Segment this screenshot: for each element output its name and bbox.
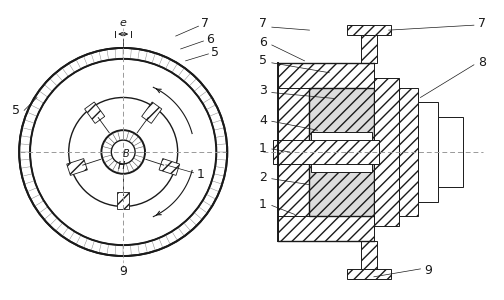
Wedge shape	[19, 48, 227, 256]
Bar	[309, 88, 374, 216]
Text: 3: 3	[259, 84, 267, 97]
Text: 4: 4	[259, 114, 267, 127]
Polygon shape	[117, 192, 129, 209]
Text: 8: 8	[478, 56, 486, 69]
Text: H: H	[117, 161, 125, 171]
Polygon shape	[67, 159, 87, 176]
Text: B: B	[123, 149, 130, 159]
Text: 7: 7	[202, 17, 210, 30]
Bar	[347, 269, 391, 279]
Text: 1: 1	[259, 198, 267, 211]
Bar	[418, 102, 438, 202]
Bar	[347, 25, 391, 35]
Text: 2: 2	[259, 171, 267, 184]
Text: 1: 1	[197, 168, 205, 181]
Bar	[278, 63, 374, 88]
Bar	[273, 140, 379, 164]
Text: 5: 5	[12, 104, 20, 117]
Bar	[278, 216, 374, 241]
Polygon shape	[85, 102, 105, 123]
Circle shape	[101, 130, 145, 174]
Polygon shape	[159, 159, 180, 176]
Text: e: e	[120, 18, 127, 28]
Bar	[361, 241, 377, 269]
Text: 6: 6	[207, 32, 214, 46]
Text: 9: 9	[424, 264, 432, 278]
Text: 5: 5	[259, 54, 267, 67]
Polygon shape	[142, 102, 162, 123]
Circle shape	[111, 140, 135, 164]
Text: 5: 5	[211, 46, 219, 59]
Text: 9: 9	[119, 266, 127, 278]
Bar	[374, 78, 399, 226]
Bar	[278, 63, 309, 241]
Bar	[361, 35, 377, 63]
Text: 1: 1	[259, 142, 267, 154]
Text: 7: 7	[259, 17, 267, 30]
Bar	[399, 88, 418, 216]
Bar	[438, 117, 463, 187]
Bar	[311, 132, 372, 172]
Text: 6: 6	[259, 37, 267, 50]
Text: 7: 7	[478, 17, 486, 30]
